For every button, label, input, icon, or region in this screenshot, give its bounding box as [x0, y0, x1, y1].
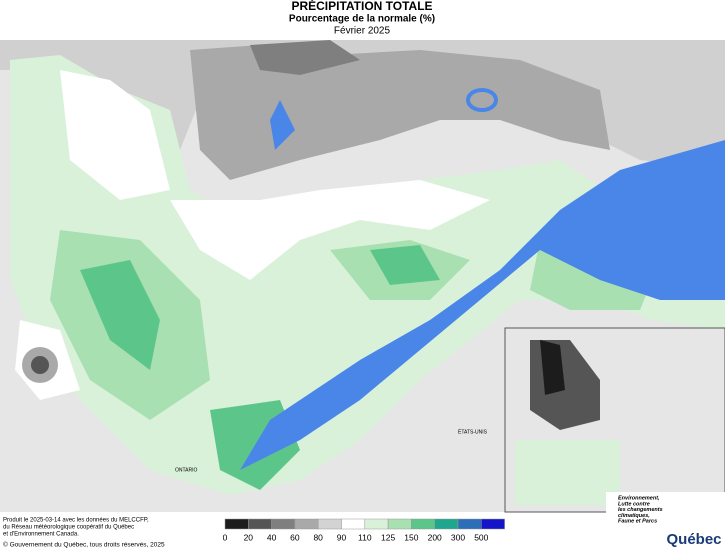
legend-swatch: [294, 518, 319, 530]
zone: [60, 70, 170, 200]
legend-swatch: [341, 518, 366, 530]
title: PRÉCIPITATION TOTALE: [291, 0, 432, 13]
legend-label: 300: [451, 532, 465, 542]
zone: [190, 45, 610, 180]
legend-label: 90: [337, 532, 347, 542]
legend-swatch: [317, 518, 342, 530]
logo-ministry: climatiques,: [618, 513, 650, 519]
map-label: ÉTATS-UNIS: [458, 428, 488, 435]
legend-label: 0: [223, 532, 228, 542]
zone: [515, 440, 620, 505]
logo-ministry: Lutte contre: [618, 501, 650, 507]
legend-label: 500: [474, 532, 488, 542]
logo-name: Québec: [666, 531, 721, 548]
legend-swatch: [271, 518, 296, 530]
zone: [80, 260, 160, 370]
logo-box: [606, 492, 725, 551]
legend-label: 200: [428, 532, 442, 542]
logo-ministry: Faune et Parcs: [618, 519, 657, 525]
zone: [250, 40, 360, 75]
credits: Produit le 2025-03-14 avec les données d…: [3, 518, 149, 538]
zone: [540, 340, 565, 395]
legend-swatch: [434, 518, 459, 530]
subtitle: Pourcentage de la normale (%): [289, 14, 435, 25]
credit-line: du Réseau météorologique coopératif du Q…: [3, 525, 134, 531]
legend-label: 20: [244, 532, 254, 542]
legend-swatch: [411, 518, 435, 530]
legend-swatch: [248, 518, 272, 530]
zone: [31, 356, 49, 374]
credit-line: et d'Environnement Canada.: [3, 532, 79, 538]
copyright: © Gouvernement du Québec, tous droits ré…: [3, 541, 165, 549]
legend-label: 110: [358, 532, 372, 542]
zone: [170, 180, 490, 280]
map-label: ONTARIO: [175, 467, 198, 473]
legend-label: 125: [381, 532, 395, 542]
zone: [370, 245, 440, 285]
legend-label: 60: [290, 532, 300, 542]
legend: 0 20 40 60 80 90 110 125 150 200 300 500: [223, 518, 505, 542]
legend-swatch: [457, 518, 482, 530]
map: ONTARIO ÉTATS-UNIS: [0, 40, 725, 513]
water: [240, 140, 725, 470]
credit-line: Produit le 2025-03-14 avec les données d…: [3, 518, 149, 524]
logo-ministry: les changements: [618, 507, 663, 513]
legend-swatch: [387, 518, 412, 530]
logo-ministry: Environnement,: [618, 495, 660, 501]
legend-label: 80: [313, 532, 323, 542]
legend-swatch: [224, 518, 249, 530]
legend-label: 150: [404, 532, 418, 542]
period: Février 2025: [334, 26, 391, 37]
legend-label: 40: [267, 532, 277, 542]
water: [466, 88, 498, 112]
water: [270, 100, 295, 150]
legend-swatch: [364, 518, 389, 530]
legend-swatch: [481, 518, 505, 530]
